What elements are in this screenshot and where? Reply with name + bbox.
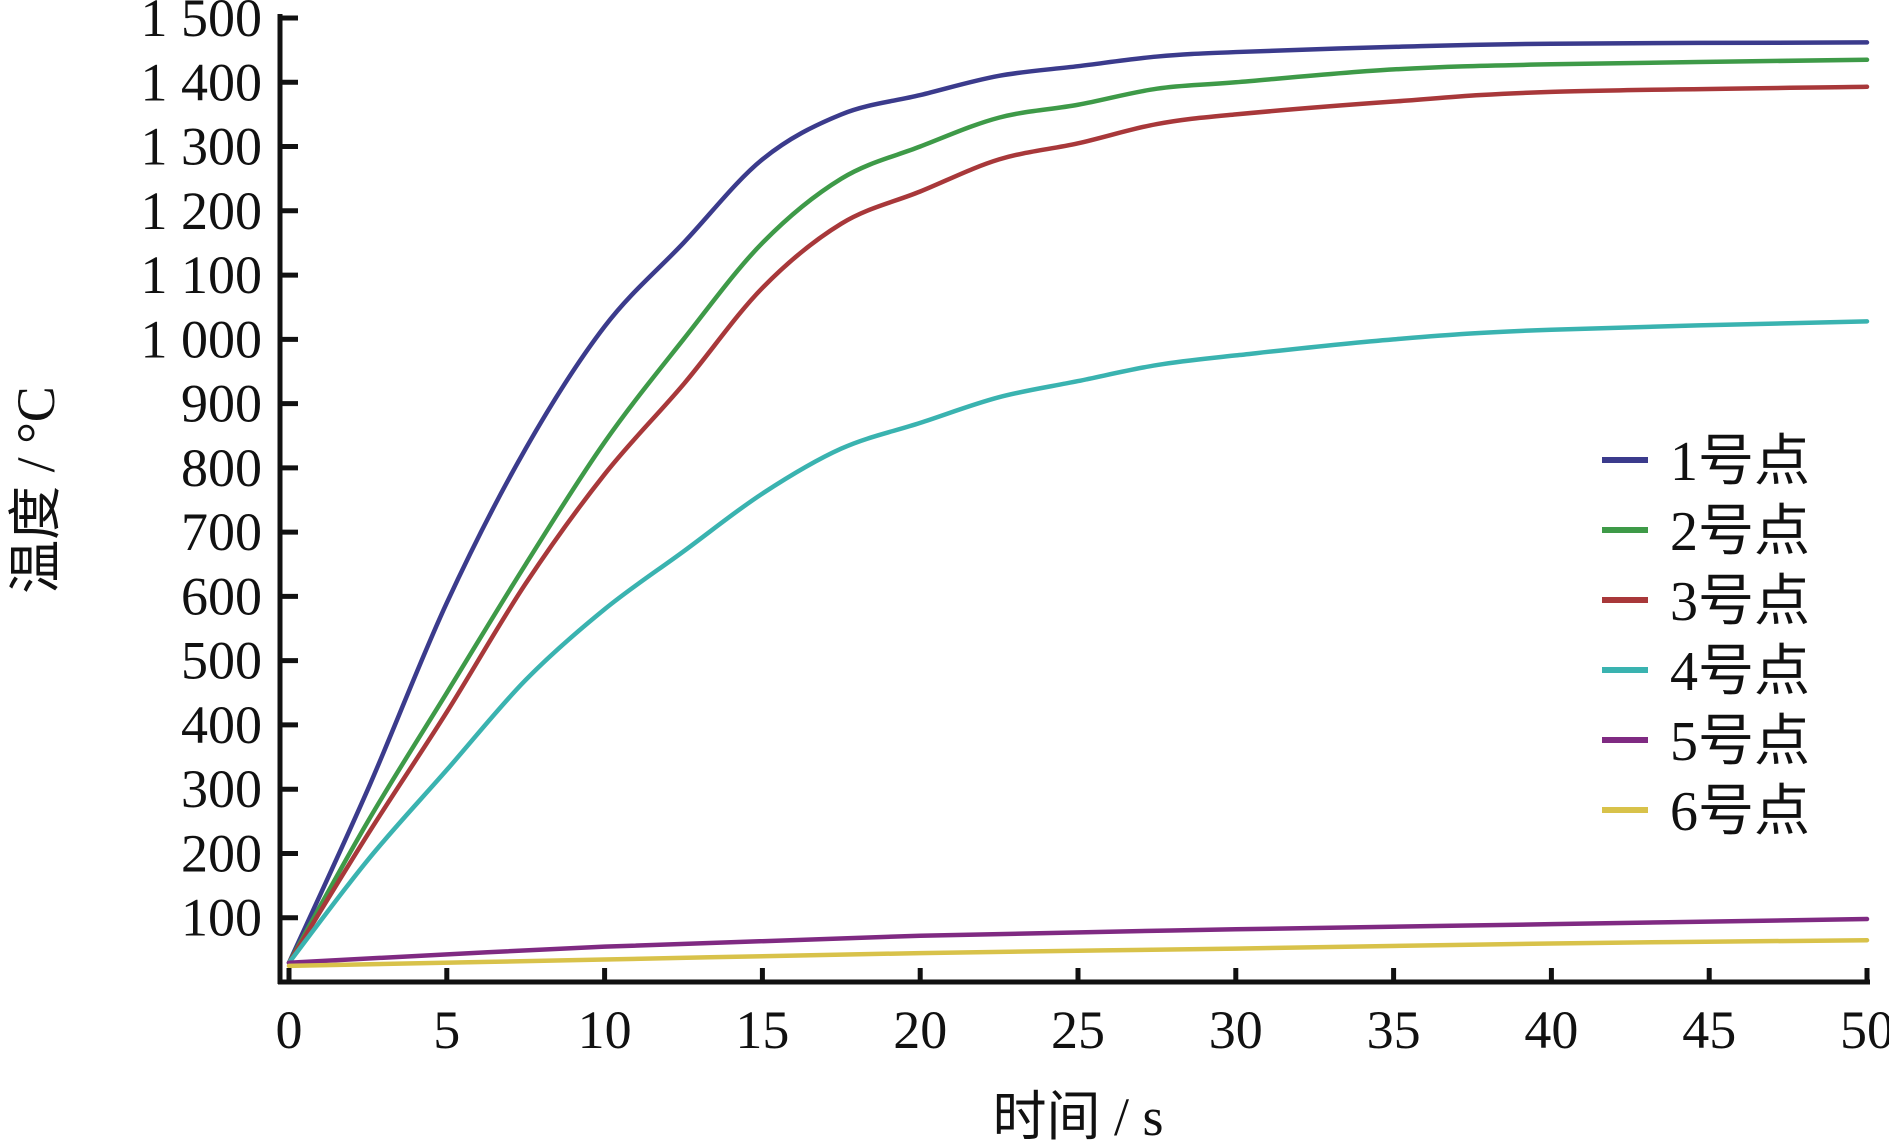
- legend-label-3: 3号点: [1670, 571, 1810, 633]
- x-tick-label: 50: [1840, 1000, 1889, 1060]
- y-tick-label: 200: [181, 823, 262, 883]
- y-tick-label: 100: [181, 888, 262, 948]
- y-tick-label: 400: [181, 695, 262, 755]
- legend-label-5: 5号点: [1670, 711, 1810, 773]
- series-line-3: [286, 84, 1870, 965]
- series-line-6: [286, 937, 1870, 969]
- y-tick-label: 1 200: [141, 181, 263, 241]
- x-tick-label: 30: [1209, 1000, 1263, 1060]
- y-tick-label: 800: [181, 438, 262, 498]
- x-tick-label: 20: [893, 1000, 947, 1060]
- y-tick-label: 1 100: [141, 245, 263, 305]
- y-tick-label: 1 000: [141, 309, 263, 369]
- y-tick-label: 500: [181, 631, 262, 691]
- y-tick-label: 900: [181, 374, 262, 434]
- x-tick-label: 40: [1524, 1000, 1578, 1060]
- y-tick-label: 300: [181, 759, 262, 819]
- y-tick-label: 700: [181, 502, 262, 562]
- x-tick-label: 10: [578, 1000, 632, 1060]
- x-axis-label: 时间 / s: [992, 1087, 1163, 1144]
- y-tick-label: 600: [181, 566, 262, 626]
- legend-label-2: 2号点: [1670, 501, 1810, 563]
- legend-label-4: 4号点: [1670, 641, 1810, 703]
- x-tick-label: 35: [1367, 1000, 1421, 1060]
- x-tick-label: 45: [1682, 1000, 1736, 1060]
- x-tick-label: 0: [276, 1000, 303, 1060]
- y-tick-label: 1 500: [141, 0, 263, 48]
- legend-label-6: 6号点: [1670, 781, 1810, 843]
- x-tick-label: 5: [433, 1000, 460, 1060]
- legend-label-1: 1号点: [1670, 431, 1810, 493]
- legend: 1号点 2号点 3号点 4号点 5号点 6号点: [1602, 431, 1810, 843]
- x-tick-label: 15: [735, 1000, 789, 1060]
- y-tick-label: 1 400: [141, 52, 263, 112]
- y-tick-label: 1 300: [141, 117, 263, 177]
- series-line-5: [286, 916, 1870, 965]
- series-line-2: [286, 57, 1870, 965]
- y-axis-label: 温度 / °C: [6, 386, 66, 594]
- series-line-1: [286, 40, 1870, 965]
- series-line-4: [286, 319, 1870, 965]
- x-tick-label: 25: [1051, 1000, 1105, 1060]
